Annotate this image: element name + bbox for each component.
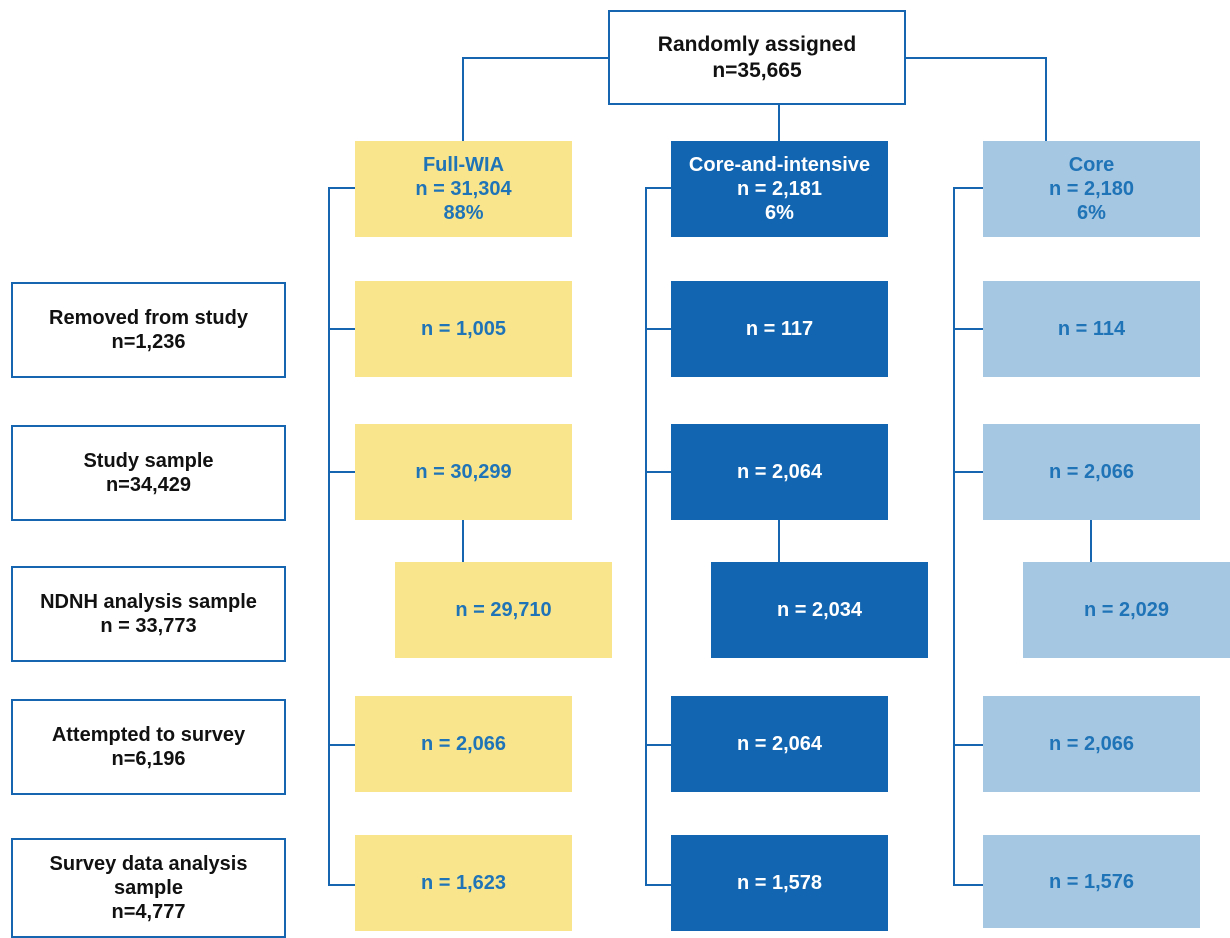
core-and-intensive-study: n = 2,064: [671, 424, 888, 520]
count: n = 1,623: [420, 872, 507, 894]
full-wia-ndnh: n = 29,710: [395, 562, 612, 658]
count: n = 29,710: [455, 599, 552, 621]
connector: [328, 328, 356, 330]
count: n = 30,299: [415, 461, 512, 483]
count: n = 114: [1057, 318, 1126, 340]
randomly-assigned-box: Randomly assigned n=35,665: [608, 10, 906, 105]
row-label-n: n = 33,773: [100, 615, 197, 637]
connector: [953, 471, 984, 473]
group-pct: 6%: [1077, 202, 1106, 224]
connector: [328, 187, 330, 886]
row-label-text: NDNH analysis sample: [40, 591, 257, 613]
core-survey: n = 1,576: [983, 835, 1200, 928]
core-study: n = 2,066: [983, 424, 1200, 520]
core-and-intensive-ndnh: n = 2,034: [711, 562, 928, 658]
connector: [328, 744, 356, 746]
count: n = 2,066: [1048, 461, 1135, 483]
group-pct: 6%: [765, 202, 794, 224]
row-label-n: n=4,777: [111, 901, 186, 923]
full-wia-header: Full-WIA n = 31,304 88%: [355, 141, 572, 237]
count: n = 2,066: [1048, 733, 1135, 755]
core-ndnh: n = 2,029: [1023, 562, 1230, 658]
count: n = 2,064: [736, 461, 823, 483]
connector: [645, 471, 672, 473]
row-label-survey: Survey data analysis sample n=4,777: [11, 838, 286, 938]
connector: [645, 187, 672, 189]
full-wia-study: n = 30,299: [355, 424, 572, 520]
connector: [953, 884, 984, 886]
row-label-ndnh: NDNH analysis sample n = 33,773: [11, 566, 286, 662]
connector: [778, 519, 780, 564]
core-and-intensive-removed: n = 117: [671, 281, 888, 377]
group-n: n = 2,180: [1048, 178, 1135, 200]
connector: [645, 744, 672, 746]
count: n = 2,029: [1083, 599, 1170, 621]
randomly-assigned-label: Randomly assigned: [657, 33, 857, 57]
row-label-text: Attempted to survey: [51, 724, 246, 746]
group-title: Core: [1068, 154, 1115, 176]
connector: [645, 884, 672, 886]
count: n = 2,034: [776, 599, 863, 621]
count: n = 117: [745, 318, 814, 340]
connector: [953, 744, 984, 746]
connector: [1045, 57, 1047, 142]
connector: [328, 187, 356, 189]
group-title: Core-and-intensive: [688, 154, 871, 176]
count: n = 2,064: [736, 733, 823, 755]
row-label-text: Study sample: [83, 450, 214, 472]
core-attempted: n = 2,066: [983, 696, 1200, 792]
connector: [328, 471, 356, 473]
group-title: Full-WIA: [422, 154, 505, 176]
connector: [462, 57, 610, 59]
count: n = 1,005: [420, 318, 507, 340]
connector: [328, 884, 356, 886]
connector: [645, 328, 672, 330]
core-header: Core n = 2,180 6%: [983, 141, 1200, 237]
connector: [462, 519, 464, 564]
connector: [953, 328, 984, 330]
row-label-attempted: Attempted to survey n=6,196: [11, 699, 286, 795]
count: n = 1,578: [736, 872, 823, 894]
core-and-intensive-survey: n = 1,578: [671, 835, 888, 931]
row-label-n: n=1,236: [111, 331, 186, 353]
randomly-assigned-n: n=35,665: [712, 58, 802, 82]
core-and-intensive-attempted: n = 2,064: [671, 696, 888, 792]
full-wia-removed: n = 1,005: [355, 281, 572, 377]
group-pct: 88%: [443, 202, 484, 224]
connector: [953, 187, 984, 189]
row-label-study-sample: Study sample n=34,429: [11, 425, 286, 521]
row-label-n: n=6,196: [111, 748, 186, 770]
core-and-intensive-header: Core-and-intensive n = 2,181 6%: [671, 141, 888, 237]
row-label-removed: Removed from study n=1,236: [11, 282, 286, 378]
row-label-text: Survey data analysis sample: [49, 853, 248, 899]
row-label-n: n=34,429: [105, 474, 192, 496]
connector: [905, 57, 1047, 59]
group-n: n = 2,181: [736, 178, 823, 200]
count: n = 2,066: [420, 733, 507, 755]
full-wia-survey: n = 1,623: [355, 835, 572, 931]
connector: [953, 187, 955, 886]
full-wia-attempted: n = 2,066: [355, 696, 572, 792]
count: n = 1,576: [1048, 870, 1135, 893]
connector: [778, 104, 780, 142]
row-label-text: Removed from study: [49, 307, 248, 329]
connector: [645, 187, 647, 886]
group-n: n = 31,304: [415, 178, 512, 200]
connector: [1090, 519, 1092, 564]
core-removed: n = 114: [983, 281, 1200, 377]
connector: [462, 57, 464, 142]
